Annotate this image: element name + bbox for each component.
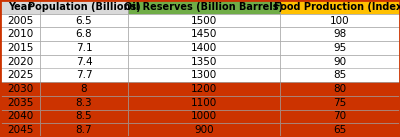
Text: 2020: 2020 [7, 57, 33, 67]
Text: 8: 8 [81, 84, 87, 94]
Text: 6.8: 6.8 [76, 29, 92, 39]
Bar [128, 110, 280, 123]
Bar [40, 14, 128, 27]
Text: Food Production (Index): Food Production (Index) [274, 2, 400, 12]
Bar [280, 27, 400, 41]
Text: 1100: 1100 [191, 98, 217, 108]
Bar [128, 96, 280, 110]
Text: Population (Billions): Population (Billions) [28, 2, 140, 12]
Text: 6.5: 6.5 [76, 16, 92, 25]
Bar [128, 27, 280, 41]
Bar [280, 96, 400, 110]
Text: 98: 98 [333, 29, 347, 39]
Bar [128, 55, 280, 68]
Text: 95: 95 [333, 43, 347, 53]
Bar [0, 68, 40, 82]
Bar [40, 0, 128, 14]
Bar [40, 55, 128, 68]
Bar [0, 96, 40, 110]
Text: 80: 80 [334, 84, 346, 94]
Bar [0, 27, 40, 41]
Text: 7.1: 7.1 [76, 43, 92, 53]
Text: Oil Reserves (Billion Barrels): Oil Reserves (Billion Barrels) [124, 2, 284, 12]
Text: 100: 100 [330, 16, 350, 25]
Text: 2025: 2025 [7, 70, 33, 80]
Text: 2015: 2015 [7, 43, 33, 53]
Text: 2030: 2030 [7, 84, 33, 94]
Text: 2010: 2010 [7, 29, 33, 39]
Text: 1000: 1000 [191, 112, 217, 121]
Text: 75: 75 [333, 98, 347, 108]
Bar [128, 14, 280, 27]
Bar [40, 41, 128, 55]
Bar [0, 14, 40, 27]
Bar [40, 82, 128, 96]
Text: 65: 65 [333, 125, 347, 135]
Text: 1350: 1350 [191, 57, 217, 67]
Bar [0, 110, 40, 123]
Bar [128, 41, 280, 55]
Text: 2040: 2040 [7, 112, 33, 121]
Text: 2005: 2005 [7, 16, 33, 25]
Text: 90: 90 [334, 57, 346, 67]
Bar [280, 110, 400, 123]
Text: 1400: 1400 [191, 43, 217, 53]
Text: 8.7: 8.7 [76, 125, 92, 135]
Bar [0, 41, 40, 55]
Text: 2045: 2045 [7, 125, 33, 135]
Bar [40, 27, 128, 41]
Bar [280, 14, 400, 27]
Bar [128, 123, 280, 137]
Bar [280, 0, 400, 14]
Bar [280, 123, 400, 137]
Text: 900: 900 [194, 125, 214, 135]
Bar [128, 82, 280, 96]
Bar [280, 68, 400, 82]
Text: 1500: 1500 [191, 16, 217, 25]
Text: 7.4: 7.4 [76, 57, 92, 67]
Bar [128, 68, 280, 82]
Bar [0, 0, 40, 14]
Bar [280, 41, 400, 55]
Bar [280, 55, 400, 68]
Text: 8.5: 8.5 [76, 112, 92, 121]
Bar [128, 0, 280, 14]
Text: 2035: 2035 [7, 98, 33, 108]
Text: 1200: 1200 [191, 84, 217, 94]
Bar [0, 82, 40, 96]
Bar [40, 96, 128, 110]
Text: Year: Year [8, 2, 32, 12]
Text: 1300: 1300 [191, 70, 217, 80]
Text: 8.3: 8.3 [76, 98, 92, 108]
Bar [40, 68, 128, 82]
Bar [280, 82, 400, 96]
Bar [40, 123, 128, 137]
Text: 85: 85 [333, 70, 347, 80]
Bar [0, 55, 40, 68]
Text: 7.7: 7.7 [76, 70, 92, 80]
Bar [0, 123, 40, 137]
Text: 70: 70 [334, 112, 346, 121]
Bar [40, 110, 128, 123]
Text: 1450: 1450 [191, 29, 217, 39]
